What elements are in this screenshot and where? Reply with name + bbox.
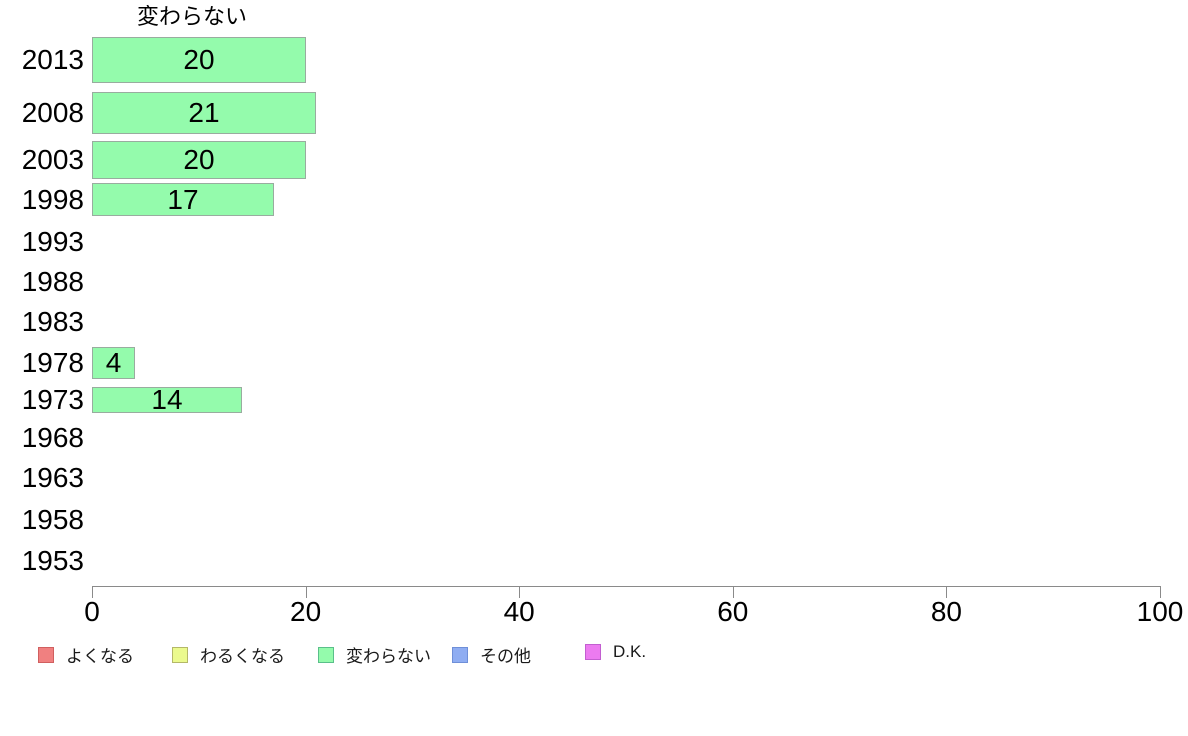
legend-item: よくなる [38,642,134,667]
legend-item: D.K. [585,642,646,662]
year-label: 1953 [21,545,84,576]
legend-label: D.K. [613,642,647,661]
bar-value-label: 20 [183,44,215,75]
legend-label: 変わらない [346,647,431,666]
x-axis-tick-mark [519,586,521,598]
legend-item: 変わらない [318,642,431,667]
x-axis-tick-mark [92,586,93,598]
year-label: 1978 [21,347,84,378]
legend-item: その他 [452,642,531,667]
legend-label: その他 [480,647,531,666]
bar-value-label: 20 [183,144,215,175]
x-axis-line [92,586,1160,587]
bar-value-label: 14 [151,384,183,415]
x-axis-tick-label: 40 [503,596,535,627]
bar-value-label: 17 [167,183,199,215]
legend-swatch-icon [318,646,334,663]
year-label: 1983 [21,306,84,337]
x-axis-tick-label: 80 [930,596,962,627]
bar: 20 [92,37,306,83]
chart-title: 変わらない [136,4,247,29]
legend-label: わるくなる [200,647,285,666]
legend-label: よくなる [66,647,134,666]
bar-value-label: 4 [105,347,122,378]
x-axis-tick-label: 0 [84,596,100,627]
x-axis-tick-label: 100 [1136,596,1184,627]
year-label: 1968 [21,422,84,453]
legend-swatch-icon [38,646,54,663]
year-label: 1998 [21,184,84,215]
x-axis-tick-mark [1160,586,1161,598]
year-label: 1958 [21,504,84,535]
bar-value-label: 21 [188,97,220,128]
bar: 4 [92,347,135,379]
x-axis-tick-mark [946,586,948,598]
x-axis-tick-label: 60 [717,596,749,627]
x-axis-tick-mark [732,586,734,598]
legend-swatch-icon [172,646,188,663]
legend-swatch-icon [585,644,601,660]
year-label: 1963 [21,462,84,493]
year-label: 1973 [21,384,84,415]
year-label: 1993 [21,226,84,257]
year-label: 2013 [21,44,84,75]
year-label: 2003 [21,144,84,175]
bar: 17 [92,183,274,216]
x-axis-tick-label: 20 [290,596,322,627]
bar: 14 [92,384,242,415]
bar: 20 [92,141,306,179]
bar: 21 [92,92,316,134]
x-axis-tick-mark [305,586,307,598]
year-label: 2008 [21,97,84,128]
legend-item: わるくなる [172,642,285,667]
legend-swatch-icon [452,646,468,663]
year-label: 1988 [21,266,84,297]
